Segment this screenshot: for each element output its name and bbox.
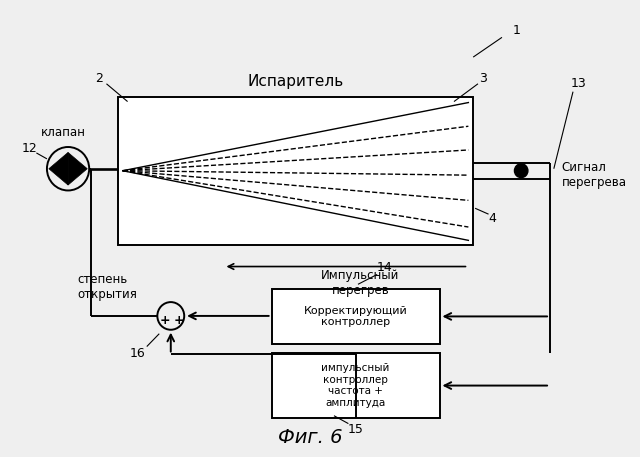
Text: 14: 14 [377, 261, 393, 274]
Text: импульсный
контроллер
частота +
амплитуда: импульсный контроллер частота + амплитуд… [321, 363, 390, 408]
Circle shape [515, 164, 528, 178]
Text: 4: 4 [488, 212, 496, 225]
Text: Корректирующий
контроллер: Корректирующий контроллер [304, 306, 408, 327]
Text: клапан: клапан [41, 126, 86, 139]
Text: Фиг. 6: Фиг. 6 [278, 428, 342, 447]
Polygon shape [68, 153, 87, 185]
Text: 15: 15 [348, 423, 364, 436]
Text: Испаритель: Испаритель [248, 74, 344, 89]
Text: 2: 2 [95, 72, 102, 85]
Bar [271, 353, 440, 418]
Text: +: + [173, 314, 184, 327]
Text: 1: 1 [513, 24, 520, 37]
Polygon shape [49, 153, 68, 185]
Text: 16: 16 [129, 347, 145, 360]
Bar [271, 289, 440, 344]
Bar [118, 96, 473, 245]
Text: 3: 3 [479, 72, 486, 85]
Text: Сигнал
перегрева: Сигнал перегрева [561, 161, 627, 189]
Text: 12: 12 [22, 143, 38, 155]
Text: 13: 13 [571, 77, 587, 90]
Text: +: + [160, 314, 170, 327]
Text: степень
открытия: степень открытия [77, 273, 138, 301]
Text: Импульсный
перегрев: Импульсный перегрев [321, 270, 399, 298]
